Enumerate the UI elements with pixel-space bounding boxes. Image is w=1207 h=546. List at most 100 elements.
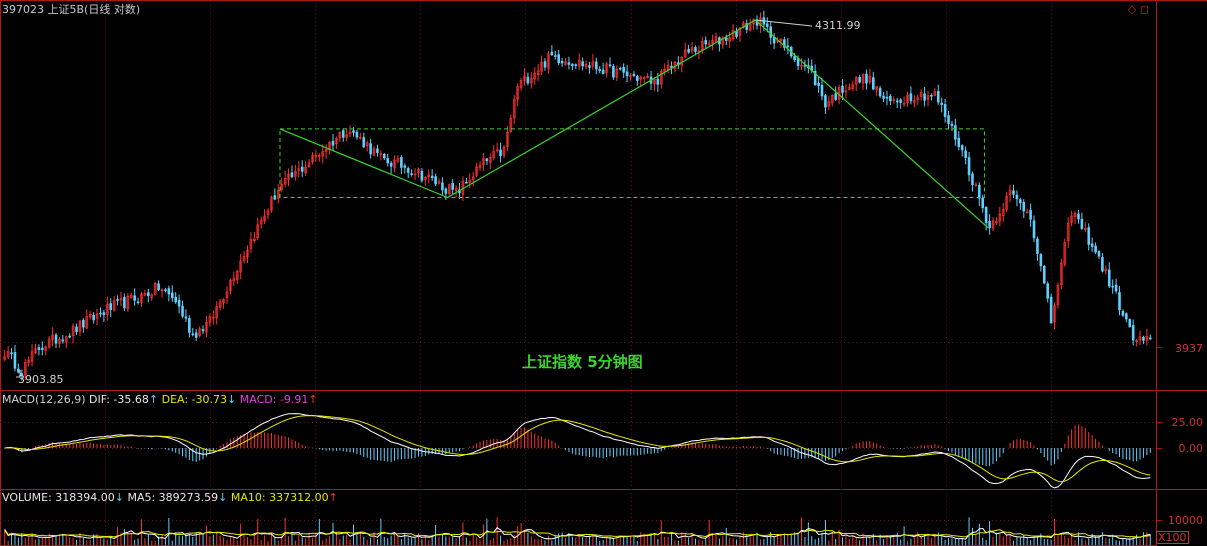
candle-body <box>294 171 297 177</box>
candle-body <box>1039 254 1043 267</box>
candle-body <box>1145 336 1149 341</box>
candle-body <box>1042 265 1046 284</box>
dea-arrow-icon: ↓ <box>227 393 237 406</box>
candle-body <box>263 215 266 222</box>
candle-body <box>92 315 95 321</box>
candle-body <box>553 55 557 57</box>
candle-body <box>646 76 649 78</box>
window-title: 397023 上证5B(日线 对数) <box>2 3 141 16</box>
candle-body <box>341 130 345 138</box>
candle-body <box>27 359 30 364</box>
candle-body <box>899 99 902 103</box>
candle-body <box>75 326 78 333</box>
trend-overlay <box>16 19 989 378</box>
candle-body <box>1022 202 1026 212</box>
candle-body <box>1121 311 1125 316</box>
candle-body <box>605 63 608 73</box>
candle-body <box>290 172 294 178</box>
candle-body <box>68 335 71 338</box>
candle-body <box>748 23 752 31</box>
candle-body <box>1032 220 1036 239</box>
candle-body <box>536 70 540 76</box>
candle-body <box>608 64 612 67</box>
candle-body <box>218 301 222 308</box>
candle-body <box>403 165 407 168</box>
candle-body <box>451 183 454 190</box>
high-price-marker: 4311.99 <box>815 19 861 32</box>
candle-body <box>468 180 472 183</box>
ma10-arrow-icon: ↑ <box>328 491 338 504</box>
candle-body <box>878 88 882 97</box>
low-price-marker: 3903.85 <box>18 373 64 386</box>
candle-body <box>960 145 964 151</box>
candle-body <box>830 94 834 104</box>
candle-body <box>410 173 413 175</box>
window-corner-icons[interactable]: ◇ ◻ <box>1127 3 1149 16</box>
candle-body <box>246 249 249 258</box>
candle-body <box>1066 222 1070 242</box>
volume-scale-badge[interactable]: X100 <box>1156 531 1189 544</box>
candle-body <box>1094 245 1097 253</box>
candle-body <box>1107 269 1111 287</box>
macd-panel <box>4 413 1151 489</box>
candle-body <box>516 86 519 100</box>
candle-body <box>824 95 827 108</box>
candle-body <box>1114 284 1118 292</box>
candle-body <box>20 373 24 376</box>
candle-body <box>827 101 831 107</box>
candle-body <box>126 295 130 310</box>
candle-body <box>1073 213 1077 217</box>
macd-value: MACD: -9.91 <box>239 393 309 406</box>
candle-body <box>820 84 824 97</box>
trend-line <box>754 19 989 228</box>
candle-body <box>311 155 314 163</box>
candle-body <box>71 325 75 337</box>
candle-body <box>143 293 147 296</box>
macd-arrow-icon: ↑ <box>308 393 318 406</box>
candle-body <box>253 238 256 241</box>
candle-body <box>482 158 485 165</box>
candle-body <box>745 23 749 30</box>
candle-body <box>656 78 660 85</box>
candle-body <box>222 298 225 304</box>
candle-body <box>420 170 424 181</box>
candle-body <box>502 146 506 156</box>
candle-body <box>112 300 116 311</box>
candle-body <box>1029 209 1032 220</box>
candle-body <box>895 100 899 103</box>
price-axis-label: 3937 <box>1175 342 1203 355</box>
candle-body <box>1084 228 1087 230</box>
candle-body <box>335 138 338 145</box>
candle-body <box>177 299 181 307</box>
candle-body <box>817 82 820 86</box>
candle-body <box>612 66 615 78</box>
candle-body <box>471 176 475 180</box>
candle-body <box>618 67 622 70</box>
candle-body <box>184 316 188 319</box>
candle-body <box>136 301 140 304</box>
candle-body <box>871 77 875 90</box>
volume-panel <box>4 517 1151 545</box>
candle-body <box>116 299 119 301</box>
candle-body <box>369 143 372 155</box>
candle-body <box>13 352 17 369</box>
candle-body <box>629 75 632 77</box>
candle-body <box>714 36 718 42</box>
candle-body <box>711 40 714 44</box>
candle-body <box>694 47 697 52</box>
candle-body <box>916 97 920 100</box>
dea-line <box>4 415 1151 483</box>
candle-body <box>167 288 171 295</box>
candle-body <box>51 334 54 340</box>
candle-body <box>382 153 386 159</box>
candle-body <box>731 30 735 40</box>
candle-body <box>591 61 595 67</box>
candle-body <box>304 166 307 173</box>
candle-body <box>359 136 362 139</box>
candle-body <box>400 157 403 168</box>
candle-body <box>430 175 434 178</box>
candle-body <box>140 293 143 303</box>
candle-body <box>1012 190 1015 195</box>
candle-body <box>225 291 229 299</box>
